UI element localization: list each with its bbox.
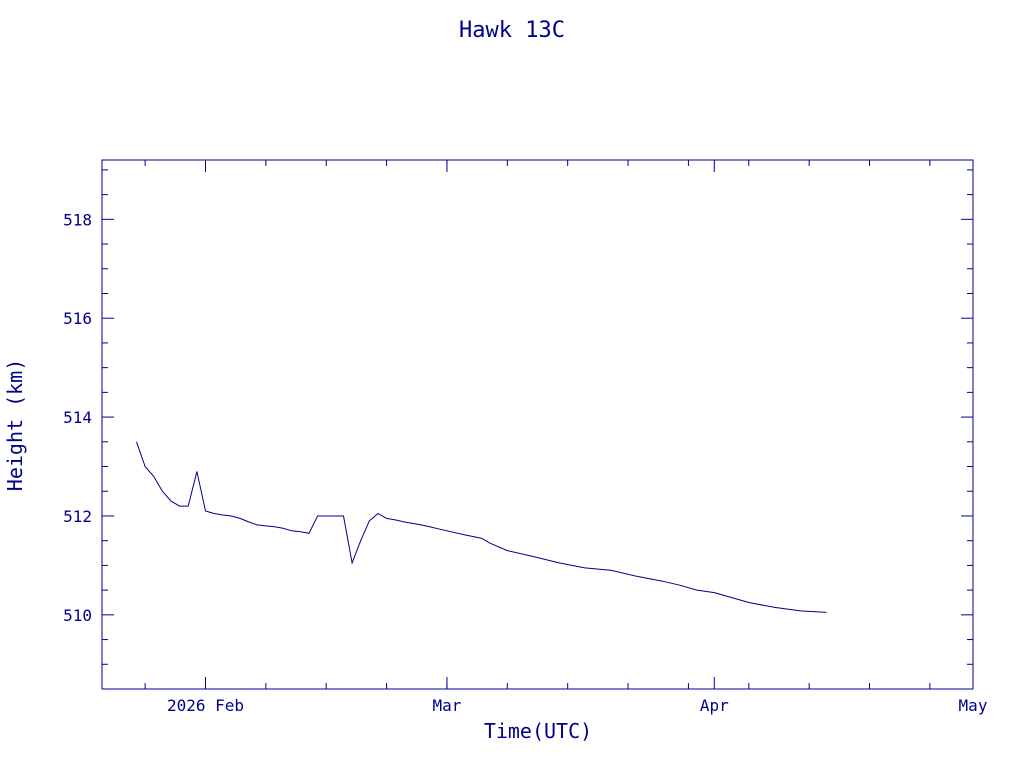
x-tick-label: 2026 Feb xyxy=(167,696,244,715)
x-tick-label: Apr xyxy=(700,696,729,715)
y-axis-label: Height (km) xyxy=(3,359,27,491)
y-tick-label: 516 xyxy=(63,309,92,328)
y-axis-ticks: 510 512 514 516 518 xyxy=(63,169,973,690)
y-tick-label: 518 xyxy=(63,210,92,229)
y-tick-label: 510 xyxy=(63,606,92,625)
series-line xyxy=(136,441,827,613)
x-axis-label: Time(UTC) xyxy=(484,719,592,743)
x-axis-ticks: 2026 Feb Mar Apr May xyxy=(144,160,988,715)
x-tick-label: May xyxy=(959,696,988,715)
y-tick-label: 514 xyxy=(63,408,92,427)
y-tick-label: 512 xyxy=(63,507,92,526)
x-tick-label: Mar xyxy=(432,696,461,715)
plot-frame xyxy=(101,159,974,690)
chart-title: Hawk 13C xyxy=(459,18,565,43)
